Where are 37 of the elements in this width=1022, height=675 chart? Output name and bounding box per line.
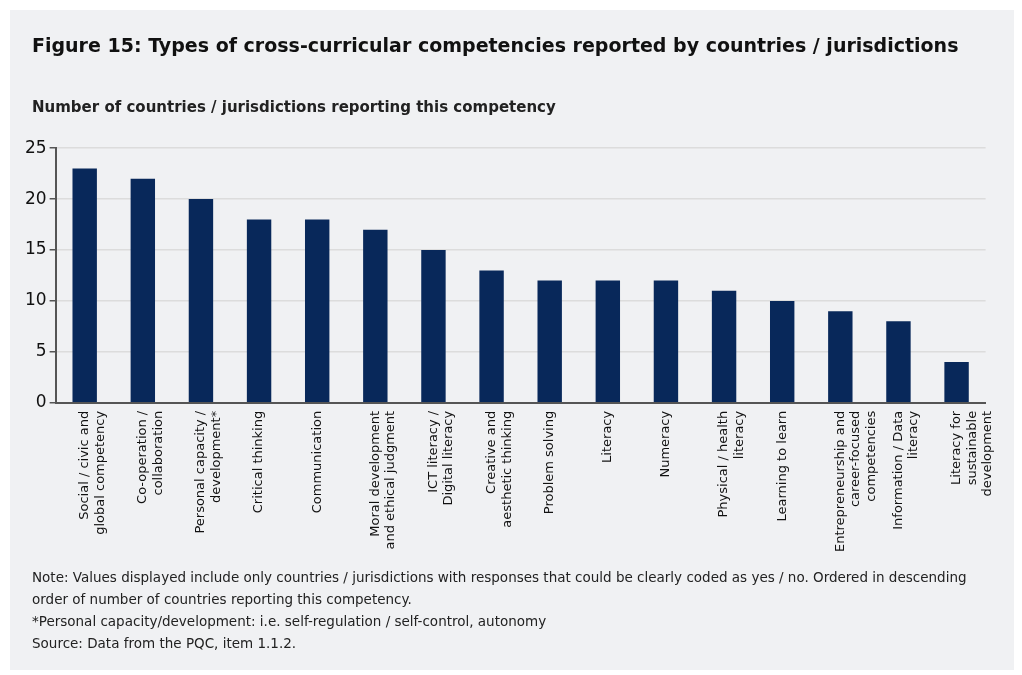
x-tick-label: Literacy [599,410,615,463]
y-tick-label: 25 [24,136,47,157]
x-tick-label: Problem solving [541,410,557,515]
bar [769,300,795,403]
text: Note: Values displayed include only countries / jurisdictions with responses that could be clearly coded as yes / no. Ordered in descending order of number of countries reporting this competency. [32,568,968,609]
bar [304,219,330,403]
bar [653,280,679,403]
y-tick-label: 20 [24,187,47,208]
bar [72,168,97,403]
bar [246,219,272,403]
source-note: Source: Data from the PQC, item 1.1.2. [32,634,298,653]
x-tick-label: Entrepreneurship and career-focused competencies [831,410,878,553]
y-tick-label: 10 [24,289,47,310]
bar [595,280,621,403]
x-tick-label: Physical / health literacy [715,410,747,518]
bar [188,199,214,403]
y-tick-label: 15 [24,238,47,259]
bar [886,321,911,403]
bar [130,178,156,403]
x-tick-label: Learning to learn [773,410,789,522]
bar [944,362,969,403]
x-tick-label: Critical thinking [250,410,266,514]
bar [537,280,562,403]
bar [421,250,446,403]
y-tick-label: 0 [35,391,47,412]
bar [711,290,737,403]
x-tick-label: Communication [308,410,324,514]
y-tick-label: 5 [35,340,47,361]
bar [363,229,388,403]
bar [828,311,853,403]
text: *Personal capacity/development: i.e. self-regulation / self-control, autonomy [32,612,548,631]
bar [479,270,504,403]
x-tick-label: Moral development and ethical judgment [366,410,398,550]
x-tick-label: Social / civic and global competency [76,410,107,535]
chart-title: Figure 15: Types of cross-curricular competencies reported by countries / jurisdictions [32,34,959,56]
y-axis-title: Number of countries / jurisdictions reporting this competency [32,98,556,116]
x-tick-label: Numeracy [657,410,673,478]
